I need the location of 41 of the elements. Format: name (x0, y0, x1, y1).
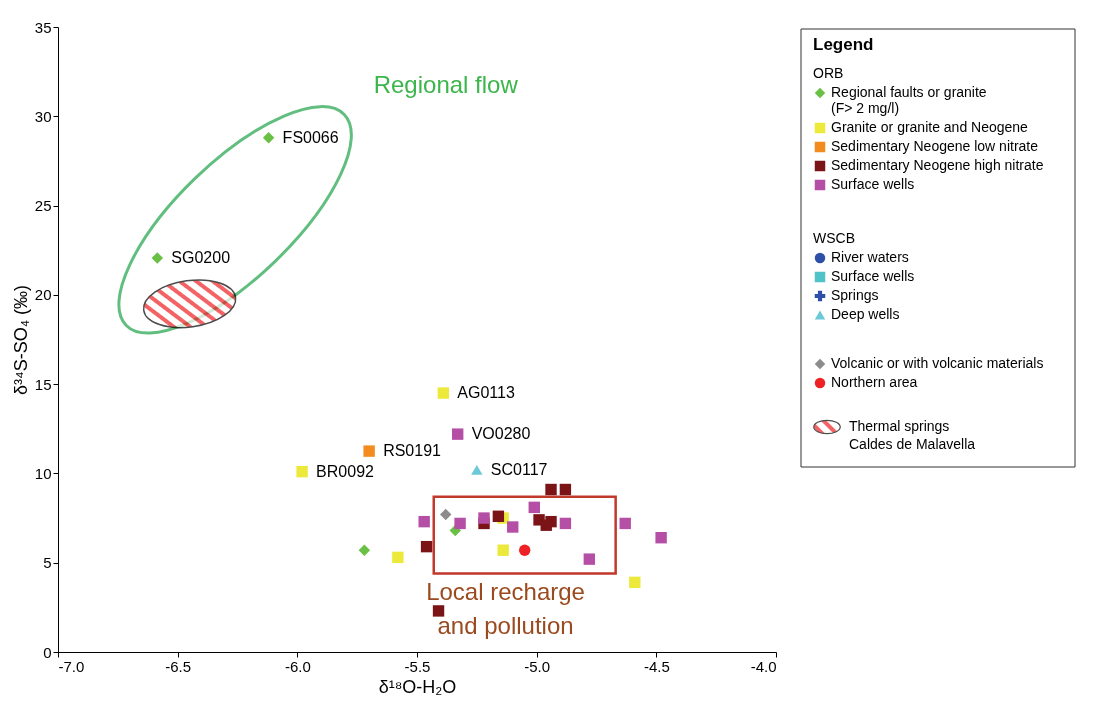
legend-label: Volcanic or with volcanic materials (831, 355, 1044, 371)
x-axis-title: δ¹⁸O-H₂O (378, 676, 457, 697)
annotation: RS0191 (383, 442, 442, 460)
y-tick-label: 20 (34, 286, 52, 304)
legend-label: Springs (831, 287, 879, 303)
y-tick-label: 30 (34, 107, 52, 125)
x-tick-label: -5.0 (524, 657, 551, 675)
annotation: AG0113 (457, 384, 515, 402)
annotation: SC0117 (490, 460, 548, 478)
y-tick-label: 25 (34, 197, 52, 215)
x-tick-label: -7.0 (58, 657, 85, 675)
y-tick-label: 35 (34, 18, 52, 36)
y-axis-title: δ³⁴S-SO₄ (‰) (10, 284, 31, 396)
legend-label: Sedimentary Neogene high nitrate (831, 157, 1044, 173)
x-tick-label: -4.0 (750, 657, 777, 675)
text: WSCB (813, 230, 855, 246)
x-tick-label: -6.5 (165, 657, 192, 675)
x-tick-label: -5.5 (404, 657, 431, 675)
legend-label: Surface wells (831, 176, 915, 192)
legend-label: Northern area (831, 374, 918, 390)
annotation: SG0200 (171, 249, 231, 267)
annotation: Regional flow (373, 70, 519, 98)
x-tick-label: -4.5 (643, 657, 670, 675)
text: ORB (813, 65, 844, 81)
legend-label: Surface wells (831, 268, 915, 284)
y-tick-label: 10 (34, 464, 52, 482)
legend-label: Regional faults or granite (F> 2 mg/l) (831, 84, 987, 116)
y-tick-label: 5 (43, 554, 52, 572)
annotation: FS0066 (282, 128, 339, 146)
y-tick-label: 0 (43, 643, 52, 661)
legend-label: River waters (831, 249, 909, 265)
legend-label: Sedimentary Neogene low nitrate (831, 138, 1039, 154)
legend-label: Granite or granite and Neogene (831, 119, 1029, 135)
annotation: Local recharge and pollution (426, 578, 585, 640)
y-tick-label: 15 (34, 375, 52, 393)
legend-title: Legend (813, 35, 874, 54)
legend-label: Deep wells (831, 306, 900, 322)
text: Thermal springs Caldes de Malavella (849, 418, 976, 452)
annotation: BR0092 (316, 462, 375, 480)
x-tick-label: -6.0 (284, 657, 311, 675)
annotation: VO0280 (471, 425, 531, 443)
